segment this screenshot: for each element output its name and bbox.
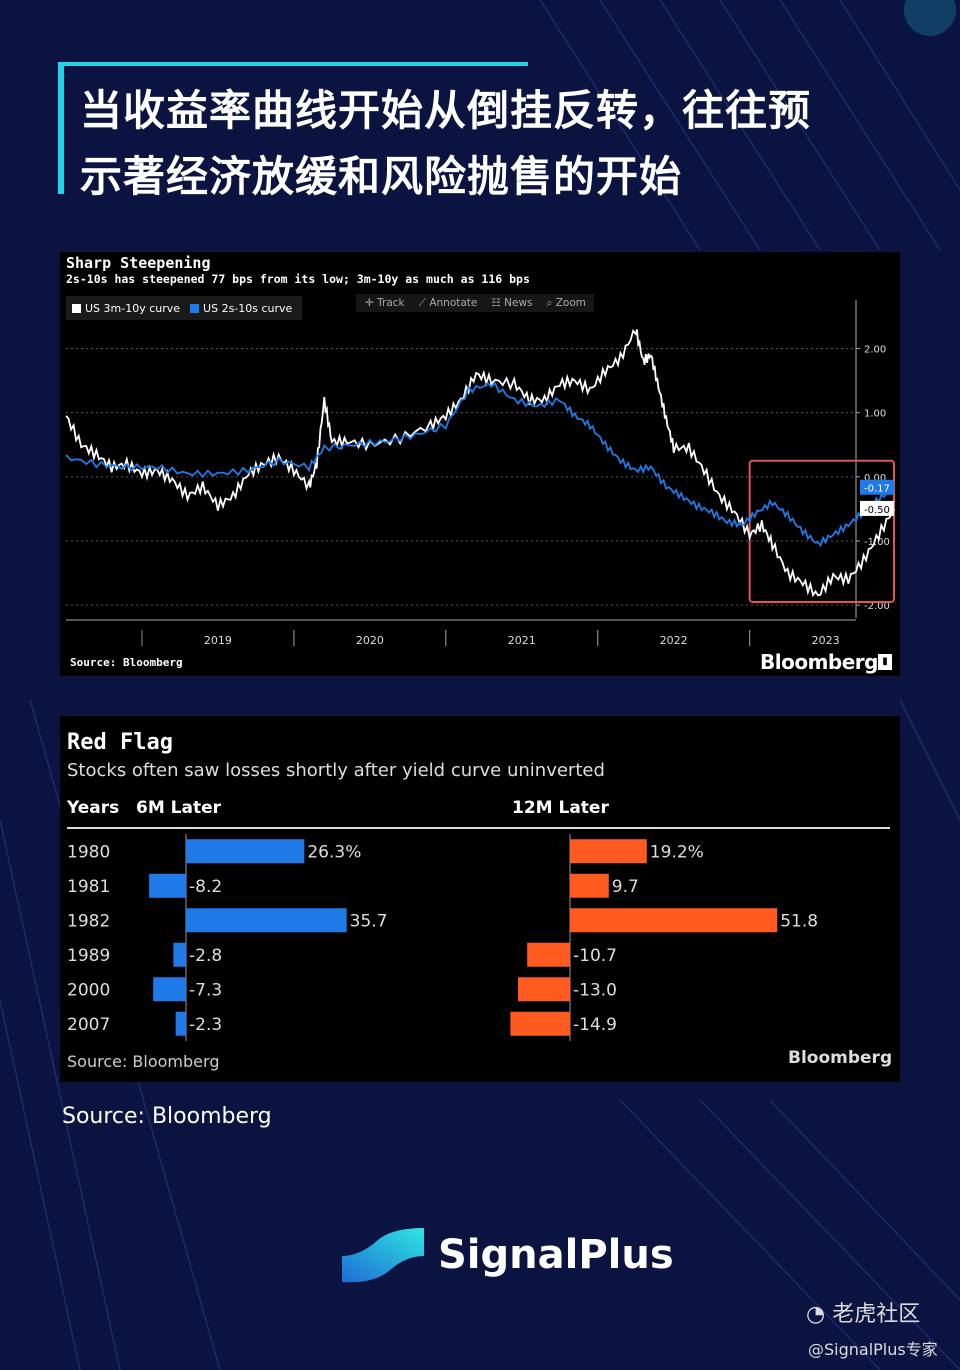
legend-item-3m10y[interactable]: US 3m-10y curve <box>72 302 180 315</box>
annotate-button[interactable]: ⟋ Annotate <box>418 296 478 309</box>
sharp-steepening-chart: Sharp Steepening 2s-10s has steepened 77… <box>60 252 900 676</box>
chart2-plot: 1980 1981 1982 1989 2000 2007 26.3% -8.2 35.7 -2.… <box>67 827 890 1041</box>
last-value-badge-blue <box>860 479 894 495</box>
chart2-subtitle: Stocks often saw losses shortly after yi… <box>67 760 605 781</box>
bar-value-label: -2.8 <box>189 946 222 966</box>
bar <box>518 977 570 1002</box>
col-header-6m: 6M Later <box>136 798 222 818</box>
col-header-12m: 12M Later <box>512 798 609 818</box>
bar-value-label: -2.3 <box>189 1015 222 1035</box>
watermark-handle: @SignalPlus专家 <box>808 1340 938 1359</box>
chart-toolbar: ✛ Track ⟋ Annotate ☷ News ⌕ Zoom <box>356 294 594 312</box>
bar-value-label: -7.3 <box>189 980 222 1000</box>
legend-label-2s10s: US 2s-10s curve <box>203 301 293 315</box>
series-line-2s10s <box>65 381 895 548</box>
chart1-title: Sharp Steepening <box>66 254 211 272</box>
bar <box>153 977 186 1002</box>
watermark-community: ◔ 老虎社区 <box>806 1302 921 1327</box>
title-accent-bar <box>58 62 528 66</box>
bar-value-label: 51.8 <box>780 911 818 931</box>
x-tick-label: 2022 <box>660 634 688 647</box>
x-tick-label: 2021 <box>508 634 536 647</box>
bar-value-label: -8.2 <box>189 877 222 897</box>
chart1-bloomberg-logo: Bloomberg <box>760 650 878 674</box>
year-label: 1982 <box>67 911 110 931</box>
bar-value-label: 9.7 <box>612 877 639 897</box>
bar <box>510 1011 570 1036</box>
legend-swatch-white <box>72 304 81 313</box>
track-label: Track <box>377 297 405 309</box>
last-value-label-blue: -0.17 <box>864 484 890 495</box>
bar <box>570 908 778 933</box>
bloomberg-chart-icon: ▮ <box>878 654 892 670</box>
chart1-source: Source: Bloomberg <box>70 656 183 669</box>
page-title: 当收益率曲线开始从倒挂反转，往往预 示著经济放缓和风险抛售的开始 <box>80 78 910 210</box>
title-frame <box>58 62 904 194</box>
bar-value-label: -14.9 <box>573 1015 617 1035</box>
y-tick-label: -2.00 <box>864 601 890 612</box>
news-button[interactable]: ☷ News <box>491 297 533 309</box>
bar <box>173 942 186 967</box>
chart2-title: Red Flag <box>67 730 173 755</box>
signalplus-wordmark: SignalPlus <box>438 1232 674 1278</box>
legend-label-3m10y: US 3m-10y curve <box>85 301 181 315</box>
bar-value-label: -13.0 <box>573 980 617 1000</box>
title-line-2: 示著经济放缓和风险抛售的开始 <box>80 152 683 201</box>
news-label: News <box>504 297 533 309</box>
year-label: 1980 <box>67 842 110 862</box>
y-tick-label: -1.00 <box>864 537 890 548</box>
year-label: 2007 <box>67 1015 110 1035</box>
highlight-box <box>748 459 895 603</box>
zoom-label: Zoom <box>555 296 587 309</box>
bar-value-label: 26.3% <box>307 842 361 862</box>
chart1-legend: US 3m-10y curve US 2s-10s curve <box>66 296 302 320</box>
title-line-1: 当收益率曲线开始从倒挂反转，往往预 <box>80 86 812 135</box>
bar <box>186 839 305 864</box>
signalplus-brand[interactable]: SignalPlus <box>340 1226 674 1292</box>
bar <box>149 873 186 898</box>
source-caption: Source: Bloomberg <box>62 1104 272 1129</box>
signalplus-logo-icon <box>342 1228 424 1283</box>
zoom-button[interactable]: ⌕ Zoom <box>546 296 587 309</box>
col-header-years: Years <box>67 798 120 818</box>
annotate-label: Annotate <box>429 296 478 309</box>
legend-item-2s10s[interactable]: US 2s-10s curve <box>190 302 292 315</box>
bar <box>570 873 609 898</box>
bar <box>175 1011 186 1036</box>
bar-value-label: 35.7 <box>350 911 388 931</box>
bar <box>186 908 347 933</box>
x-tick-label: 2023 <box>812 634 840 647</box>
last-value-badge-white <box>860 500 894 516</box>
bar-value-label: -10.7 <box>573 946 617 966</box>
x-tick-label: 2019 <box>204 634 232 647</box>
chart2-source: Source: Bloomberg <box>67 1052 220 1071</box>
bar <box>570 839 647 864</box>
y-tick-label: 1.00 <box>864 409 886 420</box>
last-value-label-white: -0.50 <box>864 505 890 516</box>
bar-value-label: 19.2% <box>650 842 704 862</box>
y-tick-label: 0.00 <box>864 473 886 484</box>
track-button[interactable]: ✛ Track <box>365 297 405 309</box>
legend-swatch-blue <box>190 304 200 313</box>
bar <box>527 942 570 967</box>
year-label: 1981 <box>67 877 110 897</box>
watermark-community-text: 老虎社区 <box>832 1302 921 1327</box>
chart2-bloomberg-logo: Bloomberg <box>788 1048 893 1068</box>
x-tick-label: 2020 <box>356 634 384 647</box>
red-flag-chart: Red Flag Stocks often saw losses shortly… <box>60 716 900 1082</box>
y-tick-label: 2.00 <box>864 345 886 356</box>
year-label: 1989 <box>67 946 110 966</box>
series-line-3m10y <box>65 328 895 598</box>
year-label: 2000 <box>67 980 110 1000</box>
chart1-subtitle: 2s-10s has steepened 77 bps from its low… <box>66 272 530 286</box>
